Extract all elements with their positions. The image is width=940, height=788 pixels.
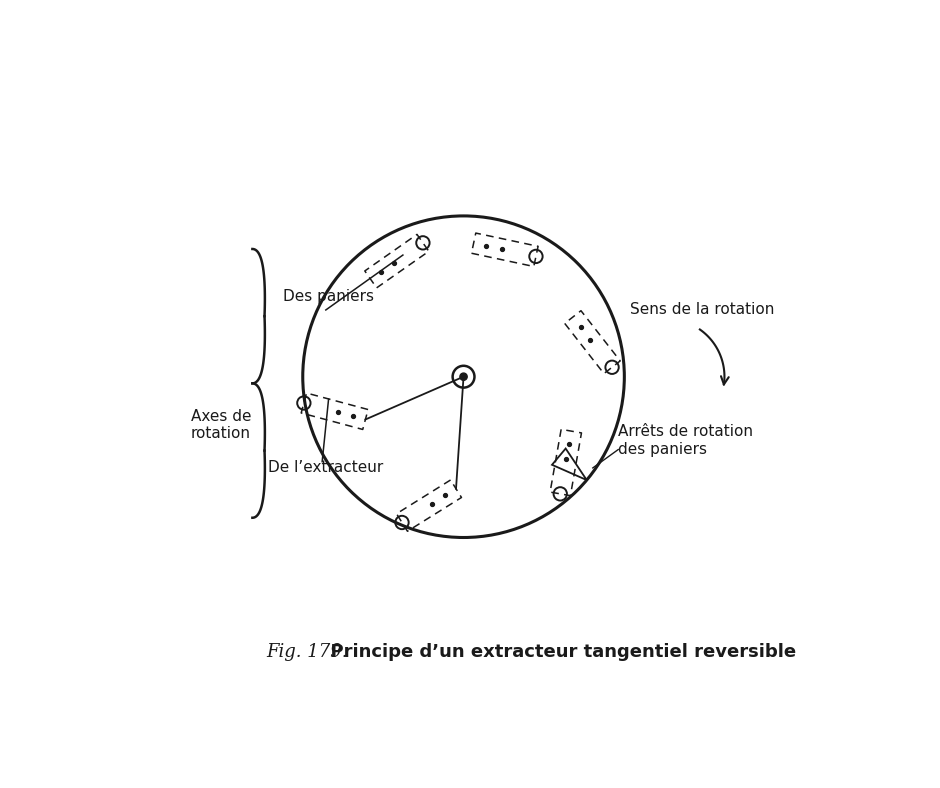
Text: Arrêts de rotation
des paniers: Arrêts de rotation des paniers	[619, 424, 753, 456]
Text: Principe d’un extracteur tangentiel reversible: Principe d’un extracteur tangentiel reve…	[318, 642, 796, 660]
Text: De l’extracteur: De l’extracteur	[268, 460, 383, 475]
Text: Des paniers: Des paniers	[283, 289, 374, 304]
Text: Sens de la rotation: Sens de la rotation	[631, 303, 775, 318]
Text: Axes de
rotation: Axes de rotation	[191, 409, 251, 441]
Text: Fig. 179.: Fig. 179.	[266, 642, 348, 660]
Circle shape	[460, 373, 467, 381]
